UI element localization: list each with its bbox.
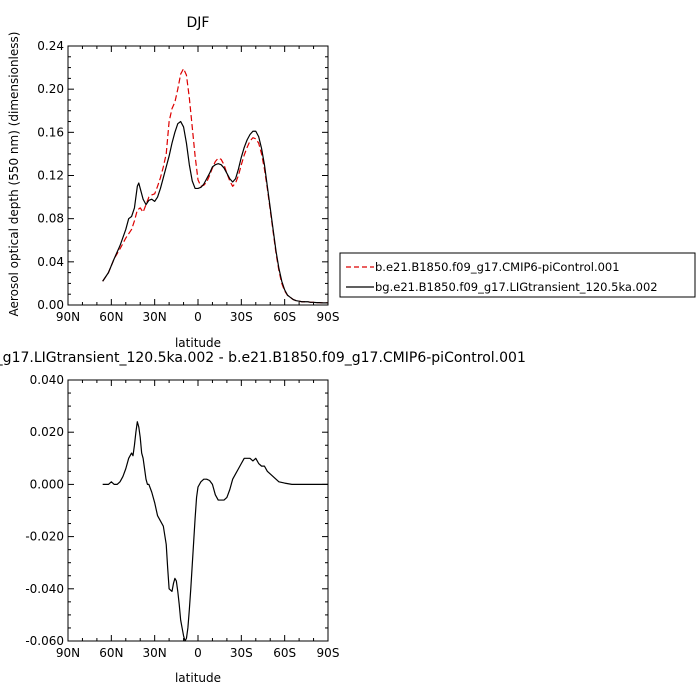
y-tick-label: -0.040 [25,582,64,596]
series-line-1-0 [102,421,328,642]
top-y-axis-title: Aerosol optical depth (550 nm) (dimensio… [7,32,21,317]
y-tick-label: -0.060 [25,634,64,648]
x-tick-label: 60S [273,646,296,660]
top-x-axis-title: latitude [175,336,221,350]
y-tick-label: 0.040 [30,373,64,387]
x-tick-label: 90S [317,646,340,660]
y-tick-label: 0.000 [30,477,64,491]
x-tick-label: 0 [194,310,202,324]
x-tick-label: 30N [143,646,167,660]
legend-label-ligtransient: bg.e21.B1850.f09_g17.LIGtransient_120.5k… [375,280,658,294]
bottom-chart-title: bg.e21.B1850.f09_g17.LIGtransient_120.5k… [0,350,526,366]
x-tick-label: 90S [317,310,340,324]
y-tick-label: 0.24 [37,39,64,53]
series-line-0-1 [102,120,328,304]
legend-box [339,252,696,298]
y-tick-label: 0.00 [37,298,64,312]
top-chart-title: DJF [187,15,210,31]
series-line-0-0 [102,68,328,304]
y-tick-label: 0.16 [37,125,64,139]
bottom-plot-area: 90N 60N 30N 0 30S 60S 90S -0.060 -0.040 -0.020 0.0… [25,373,339,660]
y-tick-label: 0.12 [37,169,64,183]
plot-frame [67,45,329,306]
y-tick-label: 0.20 [37,82,64,96]
x-tick-label: 60S [273,310,296,324]
x-tick-label: 90N [56,646,80,660]
x-tick-label: 60N [99,310,123,324]
plot-frame [67,379,329,642]
x-tick-label: 60N [99,646,123,660]
bottom-panel: bg.e21.B1850.f09_g17.LIGtransient_120.5k… [0,350,526,685]
x-tick-label: 0 [194,646,202,660]
y-tick-label: 0.08 [37,212,64,226]
top-plot-area: 90N 60N 30N 0 30S 60S 90S 0.00 0.04 0.08 0.12 0.16 0… [37,39,339,324]
x-tick-label: 90N [56,310,80,324]
top-panel: DJF Aerosol optical depth (550 nm) (dime… [7,15,339,350]
x-tick-label: 30S [230,310,253,324]
y-tick-label: 0.04 [37,255,64,269]
y-tick-label: -0.020 [25,530,64,544]
x-tick-label: 30S [230,646,253,660]
legend-label-control: b.e21.B1850.f09_g17.CMIP6-piControl.001 [375,260,620,274]
y-tick-label: 0.020 [30,425,64,439]
x-tick-label: 30N [143,310,167,324]
bottom-x-axis-title: latitude [175,671,221,685]
legend: b.e21.B1850.f09_g17.CMIP6-piControl.001 … [339,252,696,298]
